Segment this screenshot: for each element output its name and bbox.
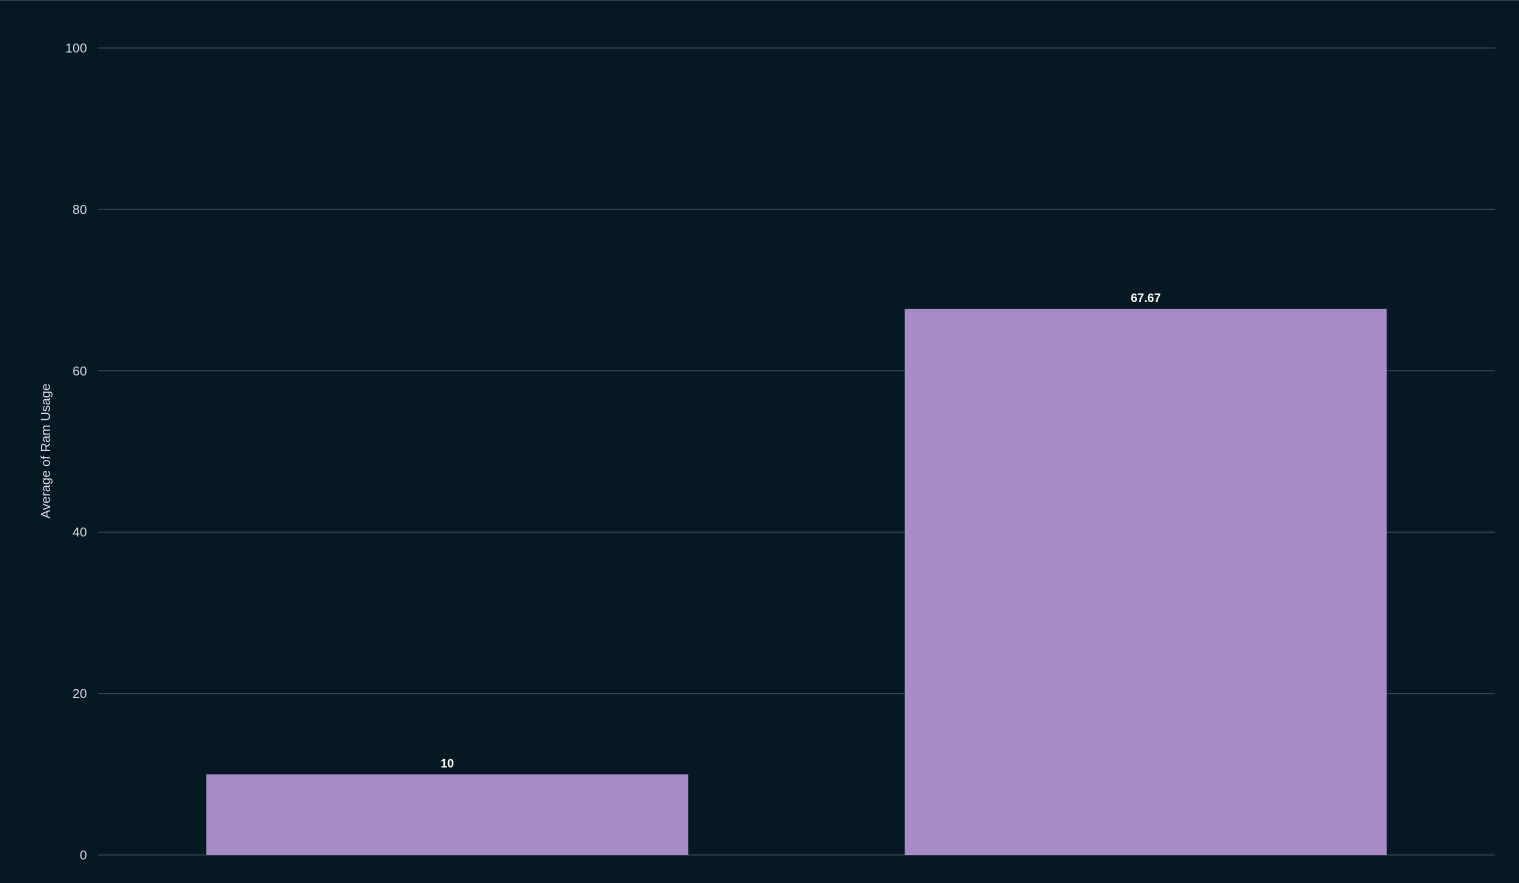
bar[interactable] (904, 308, 1387, 856)
y-tick-label: 100 (65, 41, 87, 56)
y-tick-label: 40 (73, 525, 87, 540)
bars (206, 308, 1387, 856)
y-axis-ticks: 0 20 40 60 80 100 (65, 41, 87, 863)
y-tick-label: 0 (80, 848, 87, 863)
bar-value-label: 10 (441, 756, 455, 770)
y-tick-label: 20 (73, 686, 87, 701)
bar[interactable] (206, 774, 689, 855)
data-labels: 10 67.67 (441, 291, 1162, 770)
y-axis-title: Average of Ram Usage (38, 384, 53, 519)
bar-value-label: 67.67 (1131, 291, 1161, 305)
y-tick-label: 60 (73, 363, 87, 378)
y-tick-label: 80 (73, 202, 87, 217)
